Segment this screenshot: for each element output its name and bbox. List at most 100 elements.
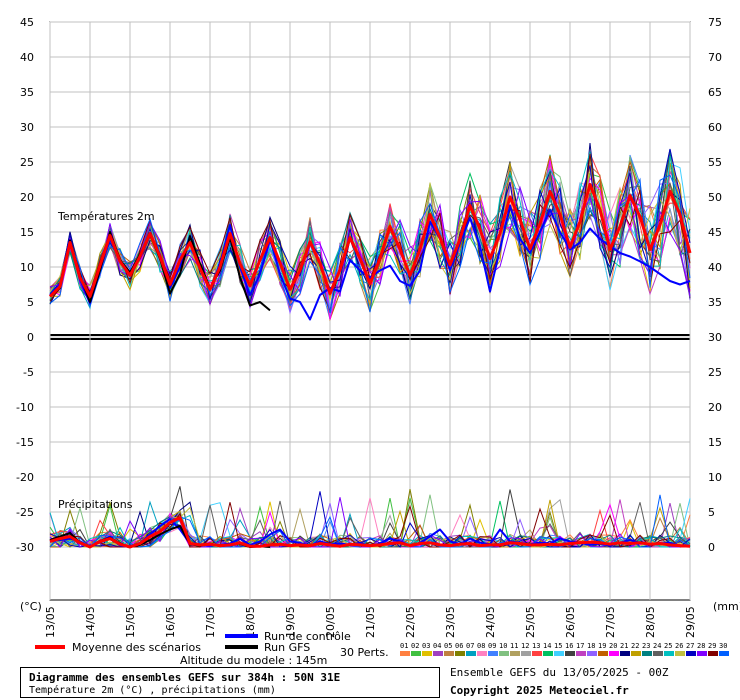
pert-color-swatch: [708, 651, 718, 656]
pert-color-swatch: [697, 651, 707, 656]
x-date-label: 22/05: [404, 606, 417, 638]
pert-number: 21: [620, 642, 628, 650]
x-date-label: 23/05: [444, 606, 457, 638]
temperature-panel-label: Températures 2m: [57, 210, 155, 223]
left-tick-label: -30: [16, 541, 34, 554]
right-tick-label: 15: [708, 436, 722, 449]
left-tick-label: -5: [23, 366, 34, 379]
pert-number: 05: [444, 642, 452, 650]
left-tick-label: 30: [20, 121, 34, 134]
pert-color-swatch: [598, 651, 608, 656]
x-date-label: 17/05: [204, 606, 217, 638]
gfs-legend-label: Run GFS: [264, 641, 310, 654]
legend: Moyenne des scénarios Run de contrôleRun …: [35, 630, 729, 667]
right-tick-label: 5: [708, 506, 715, 519]
right-tick-label: 0: [708, 541, 715, 554]
left-axis-unit: (°C): [20, 600, 42, 613]
pert-color-swatch: [400, 651, 410, 656]
x-axis-date-labels: 13/05 14/05 15/05 16/05 17/05 18/05 19/05 20/05…: [44, 606, 697, 638]
pert-number: 18: [587, 642, 595, 650]
left-tick-label: 35: [20, 86, 34, 99]
pert-color-swatch: [466, 651, 476, 656]
x-date-label: 14/05: [84, 606, 97, 638]
right-tick-label: 20: [708, 401, 722, 414]
x-date-label: 16/05: [164, 606, 177, 638]
right-tick-label: 75: [708, 16, 722, 29]
x-date-label: 18/05: [244, 606, 257, 638]
copyright: Copyright 2025 Meteociel.fr: [450, 684, 629, 697]
right-tick-label: 30: [708, 331, 722, 344]
altitude-label: Altitude du modele : 145m: [180, 654, 327, 667]
right-tick-label: 65: [708, 86, 722, 99]
pert-number: 29: [708, 642, 716, 650]
pert-color-swatch: [444, 651, 454, 656]
pert-color-swatch: [653, 651, 663, 656]
pert-color-swatch: [587, 651, 597, 656]
control-legend-label: Run de contrôle: [264, 630, 351, 643]
pert-number: 24: [653, 642, 661, 650]
right-tick-label: 35: [708, 296, 722, 309]
right-tick-label: 50: [708, 191, 722, 204]
left-tick-label: 0: [27, 331, 34, 344]
pert-number: 09: [488, 642, 496, 650]
left-tick-label: 5: [27, 296, 34, 309]
pert-color-swatch: [521, 651, 531, 656]
pert-color-swatch: [686, 651, 696, 656]
pert-number: 20: [609, 642, 617, 650]
left-tick-label: 10: [20, 261, 34, 274]
x-date-label: 28/05: [644, 606, 657, 638]
pert-number: 01: [400, 642, 408, 650]
right-tick-label: 60: [708, 121, 722, 134]
pert-color-swatch: [664, 651, 674, 656]
footer-title: Diagramme des ensembles GEFS sur 384h : …: [29, 671, 341, 684]
left-tick-label: 40: [20, 51, 34, 64]
mean-precip-line: [49, 516, 691, 549]
pert-color-swatch: [675, 651, 685, 656]
x-date-label: 26/05: [564, 606, 577, 638]
pert-number: 26: [675, 642, 683, 650]
pert-color-swatch: [422, 651, 432, 656]
x-date-label: 15/05: [124, 606, 137, 638]
pert-color-swatch: [433, 651, 443, 656]
pert-color-swatch: [554, 651, 564, 656]
perts-label: 30 Perts.: [340, 646, 389, 659]
pert-number: 27: [686, 642, 694, 650]
right-tick-label: 10: [708, 471, 722, 484]
pert-color-swatch: [455, 651, 465, 656]
pert-number: 22: [631, 642, 639, 650]
pert-number: 07: [466, 642, 474, 650]
pert-color-swatch: [631, 651, 641, 656]
pert-number: 02: [411, 642, 419, 650]
x-date-label: 20/05: [324, 606, 337, 638]
pert-number: 03: [422, 642, 430, 650]
left-tick-label: -10: [16, 401, 34, 414]
right-tick-label: 40: [708, 261, 722, 274]
pert-color-swatch: [499, 651, 509, 656]
pert-color-swatch: [642, 651, 652, 656]
right-tick-label: 45: [708, 226, 722, 239]
left-tick-label: 20: [20, 191, 34, 204]
pert-number: 25: [664, 642, 672, 650]
x-date-label: 24/05: [484, 606, 497, 638]
member-temperature-line: [49, 174, 691, 314]
main-series: [48, 182, 692, 549]
pert-number: 14: [543, 642, 551, 650]
pert-number: 19: [598, 642, 606, 650]
x-date-label: 25/05: [524, 606, 537, 638]
x-date-label: 21/05: [364, 606, 377, 638]
pert-number: 15: [554, 642, 562, 650]
pert-color-swatch: [620, 651, 630, 656]
member-temperature-line: [49, 151, 691, 302]
pert-color-swatch: [576, 651, 586, 656]
left-tick-label: 45: [20, 16, 34, 29]
right-tick-label: 70: [708, 51, 722, 64]
left-tick-label: -15: [16, 436, 34, 449]
pert-color-swatch: [609, 651, 619, 656]
left-tick-label: -25: [16, 506, 34, 519]
pert-number: 30: [719, 642, 727, 650]
precipitation-panel-label: Précipitations: [58, 498, 133, 511]
left-tick-label: -20: [16, 471, 34, 484]
x-date-label: 19/05: [284, 606, 297, 638]
x-date-label: 29/05: [684, 606, 697, 638]
